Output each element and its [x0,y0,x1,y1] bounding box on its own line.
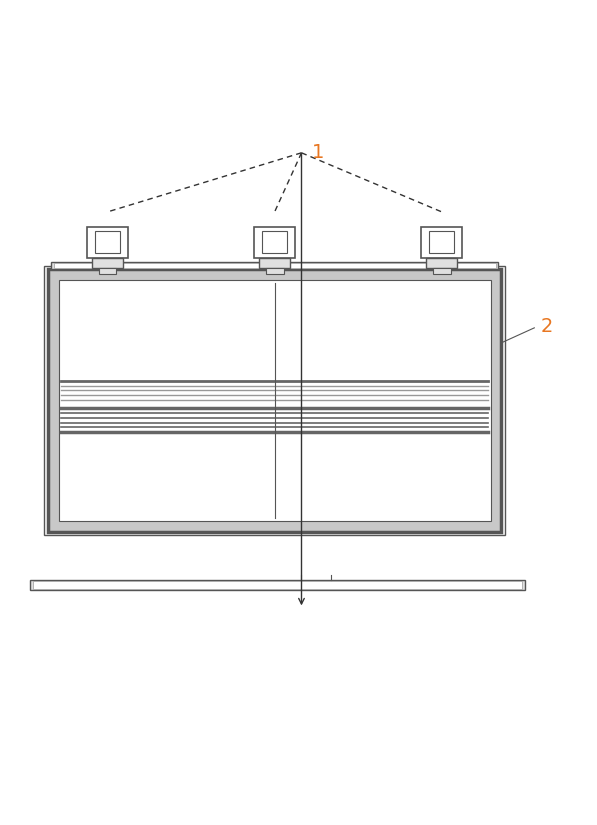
FancyBboxPatch shape [254,228,295,258]
FancyBboxPatch shape [259,258,290,268]
FancyBboxPatch shape [95,231,120,252]
FancyBboxPatch shape [59,280,491,521]
FancyBboxPatch shape [54,263,496,268]
FancyBboxPatch shape [30,580,525,591]
FancyBboxPatch shape [433,268,451,274]
FancyBboxPatch shape [48,269,501,532]
FancyBboxPatch shape [92,258,123,268]
FancyBboxPatch shape [51,262,498,269]
FancyBboxPatch shape [266,268,284,274]
FancyBboxPatch shape [87,228,128,258]
FancyBboxPatch shape [99,268,116,274]
FancyBboxPatch shape [421,228,462,258]
FancyBboxPatch shape [33,582,522,588]
FancyBboxPatch shape [429,231,454,252]
FancyBboxPatch shape [262,231,287,252]
Text: 1: 1 [312,144,325,163]
FancyBboxPatch shape [426,258,457,268]
Text: 2: 2 [540,317,553,336]
